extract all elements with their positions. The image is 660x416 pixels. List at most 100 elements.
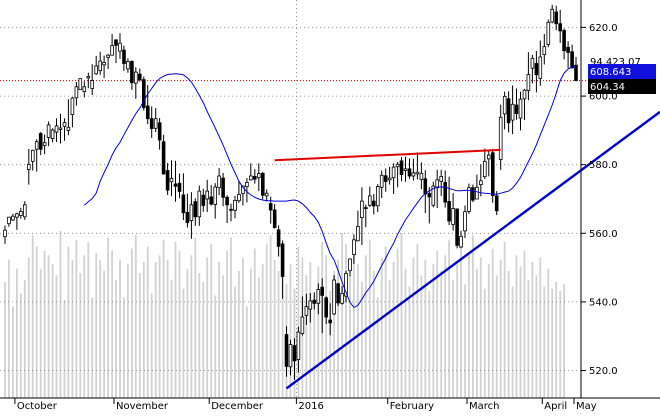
volume-bar — [147, 246, 149, 398]
candle-body — [150, 119, 153, 129]
candle-body — [511, 104, 514, 120]
volume-bar — [167, 260, 169, 398]
volume-bar — [202, 282, 204, 398]
price-labels: 94,423.07 608.643 604.34 — [588, 54, 656, 94]
volume-bar — [274, 260, 276, 398]
volume-bar — [87, 242, 89, 398]
volume-bar — [448, 240, 450, 398]
volume-bar — [401, 233, 403, 398]
volume-bar — [123, 298, 125, 398]
volume-bar — [460, 246, 462, 398]
candle — [491, 149, 494, 203]
candle-body — [226, 197, 229, 205]
candle-body — [154, 119, 157, 129]
candle-body — [575, 65, 578, 80]
candle-body — [138, 74, 141, 80]
volume-bar — [206, 258, 208, 399]
volume-bar — [345, 244, 347, 398]
x-tick-label: 2016 — [298, 401, 323, 412]
volume-bar — [226, 251, 228, 398]
candle-body — [380, 175, 383, 187]
volume-bar — [456, 264, 458, 398]
volume-bar — [436, 251, 438, 398]
volume-bar — [353, 251, 355, 398]
candle-body — [27, 164, 30, 169]
candle-body — [214, 187, 217, 205]
volume-bar — [258, 278, 260, 398]
volume-bar — [119, 260, 121, 398]
candle-body — [567, 47, 570, 52]
volume-bar — [234, 287, 236, 399]
candle-body — [99, 61, 102, 71]
y-tick-label: 580.0 — [589, 160, 618, 171]
candle-body — [365, 208, 368, 209]
volume-bar — [313, 295, 315, 398]
candle-body — [67, 127, 70, 130]
candle-body — [59, 128, 62, 129]
candle-body — [230, 209, 233, 210]
volume-bar — [254, 249, 256, 398]
candle-body — [4, 230, 7, 237]
candle-body — [392, 167, 395, 178]
candle-body — [499, 117, 502, 159]
candle-body — [127, 61, 130, 69]
volume-bar — [464, 284, 466, 398]
candle-body — [543, 47, 546, 55]
volume-bar — [56, 275, 58, 398]
volume-bar — [198, 273, 200, 398]
volume-bar — [508, 271, 510, 398]
candle-body — [91, 81, 94, 89]
volume-bar — [48, 255, 50, 398]
candle-body — [368, 196, 371, 205]
candle-body — [47, 125, 50, 138]
volume-bar — [4, 282, 6, 398]
candle-body — [305, 307, 308, 316]
volume-bar — [266, 244, 268, 398]
candle-body — [321, 287, 324, 295]
candle-body — [416, 172, 419, 174]
candle-body — [480, 181, 483, 185]
candle-body — [361, 201, 364, 218]
candle-body — [289, 345, 292, 367]
volume-bar — [349, 275, 351, 398]
y-tick-label: 620.0 — [589, 23, 618, 34]
candle-body — [404, 169, 407, 171]
volume-bar — [242, 258, 244, 399]
volume-bar — [428, 291, 430, 398]
candle-body — [20, 211, 23, 215]
volume-bar — [36, 246, 38, 398]
candle-body — [531, 58, 534, 68]
candle-body — [166, 171, 169, 191]
candle-body — [186, 212, 189, 222]
candle-body — [178, 183, 181, 191]
volume-bar — [385, 246, 387, 398]
volume-bar — [413, 258, 415, 399]
volume-bar — [76, 240, 78, 398]
candle-body — [8, 217, 11, 224]
candle-body — [491, 153, 494, 196]
volume-bar — [472, 235, 474, 398]
candle-body — [460, 236, 463, 247]
candle-body — [468, 188, 471, 212]
candle-body — [559, 24, 562, 31]
x-tick-label: October — [17, 401, 58, 412]
volume-bar — [555, 282, 557, 398]
candle-body — [448, 201, 451, 221]
volume-bar — [536, 275, 538, 398]
candle — [468, 184, 471, 214]
candle-body — [388, 178, 391, 180]
volume-bar — [270, 235, 272, 398]
candle-body — [420, 173, 423, 179]
moving-average-label: 608.643 — [590, 67, 631, 78]
volume-bar — [417, 244, 419, 398]
candle-body — [55, 126, 58, 132]
candle-body — [31, 150, 34, 161]
volume-bar — [79, 273, 81, 398]
candle-body — [547, 22, 550, 44]
volume-bar — [238, 271, 240, 398]
candle-body — [35, 142, 38, 150]
candle-body — [170, 178, 173, 181]
candle-body — [190, 205, 193, 221]
volume-bar — [16, 269, 18, 398]
